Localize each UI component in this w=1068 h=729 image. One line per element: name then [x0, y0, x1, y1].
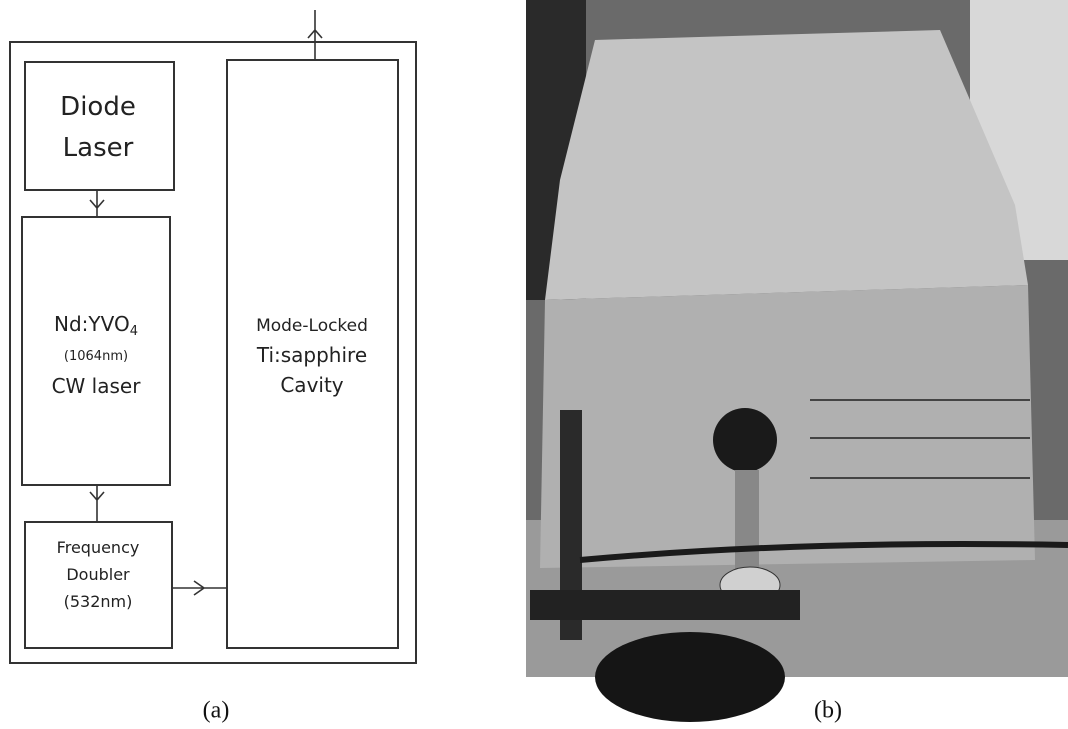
- post: [735, 470, 759, 580]
- node-label: (1064nm): [64, 349, 128, 364]
- text-run: Laser: [63, 133, 134, 163]
- figure: Diode Laser Nd:YVO4 (1064nm) CW laser Fr…: [0, 0, 1068, 729]
- text-run: Mode-Locked: [256, 316, 368, 336]
- text-run: 4: [130, 324, 138, 339]
- diagram: Diode Laser Nd:YVO4 (1064nm) CW laser Fr…: [10, 10, 416, 663]
- text-run: Ti:sapphire: [256, 343, 367, 367]
- node-label: Ti:sapphire: [256, 343, 367, 367]
- text-run: Diode: [60, 92, 136, 122]
- node-label: Cavity: [280, 373, 343, 397]
- text-run: (1064nm): [64, 349, 128, 364]
- text-run: Nd:YVO: [54, 312, 130, 336]
- diode-box: [25, 62, 174, 190]
- node-label: Doubler: [66, 565, 130, 584]
- node-label: Laser: [63, 133, 134, 163]
- caption: (a): [203, 698, 230, 724]
- node-label: Frequency: [57, 538, 140, 557]
- caption: (b): [814, 698, 842, 724]
- laser-front: [540, 285, 1035, 568]
- text-run: CW laser: [52, 374, 142, 398]
- arrow: [172, 581, 227, 595]
- node-label: Mode-Locked: [256, 316, 368, 336]
- arrow: [90, 485, 104, 522]
- arrow: [90, 190, 104, 217]
- photo: [526, 0, 1068, 722]
- node-label: Diode: [60, 92, 136, 122]
- node-label: Nd:YVO4: [54, 312, 138, 339]
- node-label: CW laser: [52, 374, 142, 398]
- node-label: (532nm): [64, 592, 133, 611]
- dark-optic: [595, 632, 785, 722]
- rail: [530, 590, 800, 620]
- arrow: [308, 10, 322, 60]
- text-run: Frequency: [57, 538, 140, 557]
- text-run: Cavity: [280, 373, 343, 397]
- text-run: (532nm): [64, 592, 133, 611]
- laser-top: [545, 30, 1028, 300]
- text-run: Doubler: [66, 565, 130, 584]
- mount: [713, 408, 777, 472]
